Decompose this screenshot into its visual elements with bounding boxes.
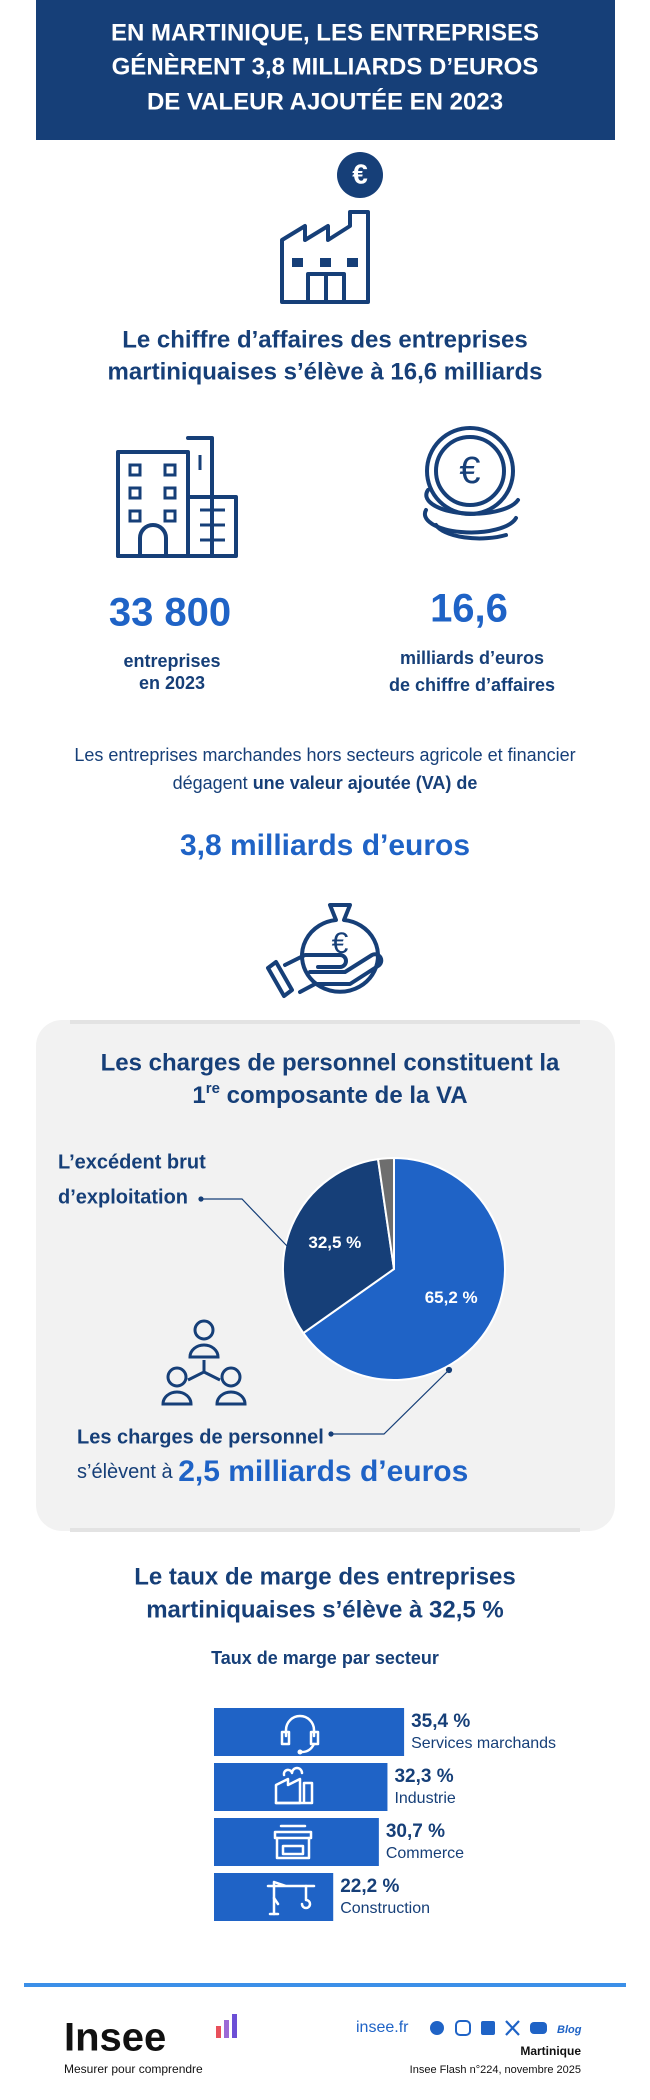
- stat-label: entreprises: [123, 651, 220, 671]
- bar-category-label: Commerce: [386, 1845, 464, 1862]
- heading-line: martiniquaises s’élève à 16,6 milliards: [108, 358, 543, 385]
- stat-label: de chiffre d’affaires: [389, 675, 555, 695]
- social-icon[interactable]: [505, 2020, 520, 2036]
- logo: Insee: [64, 2016, 166, 2060]
- va-amount: 3,8 milliards d’euros: [180, 829, 470, 862]
- value-added-text: Les entreprises marchandes hors secteurs…: [74, 745, 575, 862]
- personnel-title: Les charges de personnel constituent la …: [101, 1049, 560, 1109]
- bar-category-label: Industrie: [394, 1790, 455, 1807]
- stat-value: 16,6: [430, 587, 508, 631]
- charges-line: Les charges de personnel: [77, 1426, 324, 1448]
- title-line: GÉNÈRENT 3,8 MILLIARDS D’EUROS: [112, 52, 539, 80]
- title-line: 1re composante de la VA: [192, 1080, 467, 1109]
- charges-label: Les charges de personnel s’élèvent à 2,5…: [77, 1426, 468, 1488]
- ebe-line: d’exploitation: [58, 1186, 188, 1208]
- bar-chart: 35,4 % Services marchands 32,3 % Industrie 3…: [214, 1708, 556, 1921]
- title-rest: composante de la VA: [227, 1082, 468, 1109]
- turnover-heading: Le chiffre d’affaires des entreprises ma…: [108, 326, 543, 385]
- stat-label: milliards d’euros: [400, 648, 544, 668]
- heading-line: Le chiffre d’affaires des entreprises: [122, 326, 528, 353]
- bar: [214, 1708, 405, 1756]
- va-line: dégagent une valeur ajoutée (VA) de: [173, 773, 478, 793]
- header-band: [36, 0, 615, 140]
- svg-text:€: €: [332, 927, 349, 960]
- buildings-icon: [116, 436, 238, 558]
- bar-value-label: 30,7 %: [386, 1821, 445, 1842]
- social-icons: [430, 2020, 547, 2036]
- va-text: dégagent: [173, 773, 248, 793]
- title-line: EN MARTINIQUE, LES ENTREPRISES: [111, 19, 539, 46]
- pie-slice: [376, 1156, 395, 1270]
- social-icon[interactable]: [530, 2022, 547, 2034]
- site-link[interactable]: insee.fr: [356, 2019, 409, 2036]
- ordinal-sup: re: [206, 1080, 220, 1097]
- header-title: EN MARTINIQUE, LES ENTREPRISES GÉNÈRENT …: [111, 19, 539, 115]
- ordinal: 1: [192, 1082, 205, 1109]
- bar-category-label: Construction: [340, 1900, 430, 1917]
- shop-icon: [273, 1824, 313, 1860]
- bar-icons: [266, 1714, 320, 1916]
- headset-icon: [280, 1714, 320, 1755]
- social-icon[interactable]: [481, 2021, 495, 2035]
- title-line: Les charges de personnel constituent la: [101, 1049, 560, 1076]
- svg-text:€: €: [459, 450, 480, 492]
- bar-value-label: 32,3 %: [394, 1766, 453, 1787]
- blog-link[interactable]: Blog: [557, 2024, 582, 2036]
- bar-category-label: Services marchands: [411, 1735, 556, 1752]
- charges-line: s’élèvent à 2,5 milliards d’euros: [77, 1455, 468, 1488]
- social-icon[interactable]: [430, 2021, 444, 2035]
- publication: Insee Flash n°224, novembre 2025: [410, 2064, 581, 2076]
- pie-slice: [282, 1158, 396, 1335]
- bar-chart-title: Taux de marge par secteur: [211, 1648, 439, 1668]
- crane-icon: [266, 1880, 316, 1916]
- coins-icon: €: [422, 426, 520, 541]
- ebe-line: L’excédent brut: [58, 1151, 206, 1173]
- pie-chart: 65,2 % 32,5 %: [282, 1156, 506, 1381]
- leaders: [198, 1196, 453, 1437]
- factory-icon: €: [280, 152, 383, 304]
- stat-value: 33 800: [109, 591, 231, 635]
- stats: 33 800 entreprises en 2023 16,6 milliard…: [109, 587, 555, 695]
- pie-label: 65,2 %: [425, 1288, 478, 1307]
- charges-verb: s’élèvent à: [77, 1461, 173, 1483]
- pie-label: 32,5 %: [308, 1233, 361, 1252]
- ebe-label: L’excédent brut d’exploitation: [58, 1151, 206, 1208]
- region: Martinique: [520, 2044, 581, 2058]
- heading-line: Le taux de marge des entreprises: [134, 1563, 516, 1590]
- heading-line: martiniquaises s’élève à 32,5 %: [146, 1596, 504, 1623]
- va-line: Les entreprises marchandes hors secteurs…: [74, 745, 575, 765]
- people-icon: [161, 1319, 247, 1406]
- tagline: Mesurer pour comprendre: [64, 2062, 203, 2076]
- logo-bars: [216, 2014, 237, 2038]
- title-line: DE VALEUR AJOUTÉE EN 2023: [147, 87, 503, 115]
- bar-value-label: 35,4 %: [411, 1711, 470, 1732]
- bar-value-label: 22,2 %: [340, 1876, 399, 1897]
- stat-label: en 2023: [139, 673, 205, 693]
- money-hand-icon: €: [266, 903, 384, 998]
- svg-text:€: €: [352, 158, 368, 189]
- pie-slice: [301, 1156, 506, 1381]
- margin-heading: Le taux de marge des entreprises martini…: [134, 1563, 516, 1623]
- va-strong: une valeur ajoutée (VA) de: [253, 773, 478, 793]
- social-icon[interactable]: [455, 2020, 471, 2036]
- factory-icon-small: [274, 1766, 314, 1805]
- charges-amount: 2,5 milliards d’euros: [178, 1455, 468, 1488]
